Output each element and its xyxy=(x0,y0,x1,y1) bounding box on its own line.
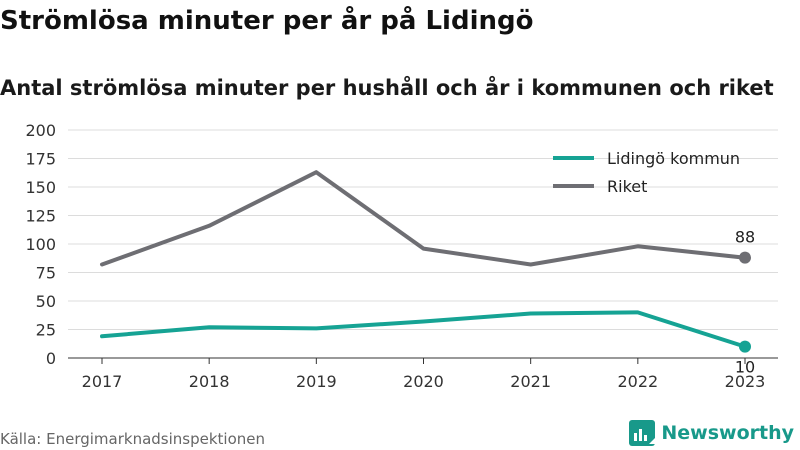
y-tick-label: 200 xyxy=(25,121,56,140)
x-tick-label: 2018 xyxy=(189,372,230,391)
x-tick-label: 2022 xyxy=(617,372,658,391)
y-tick-label: 100 xyxy=(25,235,56,254)
y-tick-label: 150 xyxy=(25,178,56,197)
series-end-point-0 xyxy=(739,340,751,353)
x-tick-label: 2021 xyxy=(510,372,551,391)
y-tick-label: 0 xyxy=(46,349,56,368)
series-end-label-1: 88 xyxy=(735,228,755,247)
brand-name: Newsworthy xyxy=(661,422,794,444)
series-line-1 xyxy=(100,170,747,267)
legend-label-0: Lidingö kommun xyxy=(607,149,740,168)
newsworthy-logo-icon xyxy=(629,420,656,446)
x-tick-label: 2020 xyxy=(403,372,444,391)
series-end-label-0: 10 xyxy=(735,358,755,377)
legend: Lidingö kommun Riket xyxy=(553,149,740,196)
y-tick-label: 50 xyxy=(36,292,56,311)
chart-title: Strömlösa minuter per år på Lidingö xyxy=(0,6,534,36)
source-note: Källa: Energimarknadsinspektionen xyxy=(0,430,266,448)
chart-subtitle: Antal strömlösa minuter per hushåll och … xyxy=(0,76,774,100)
y-tick-label: 25 xyxy=(36,321,56,340)
series-line-0 xyxy=(100,310,747,349)
series-lines: 10 88 xyxy=(100,170,755,377)
x-axis: 2017 2018 2019 2020 2021 2022 2023 xyxy=(68,357,778,391)
x-tick-label: 2023 xyxy=(725,372,766,391)
x-tick-label: 2017 xyxy=(82,372,123,391)
legend-label-1: Riket xyxy=(607,177,647,196)
y-axis-ticks: 0 25 50 75 100 125 150 175 200 xyxy=(25,121,56,368)
x-tick-label: 2019 xyxy=(296,372,337,391)
y-tick-label: 175 xyxy=(25,150,56,169)
y-tick-label: 125 xyxy=(25,207,56,226)
y-tick-label: 75 xyxy=(36,264,56,283)
brand: Newsworthy xyxy=(629,420,794,446)
gridlines xyxy=(68,129,778,330)
series-end-point-1 xyxy=(739,251,751,264)
